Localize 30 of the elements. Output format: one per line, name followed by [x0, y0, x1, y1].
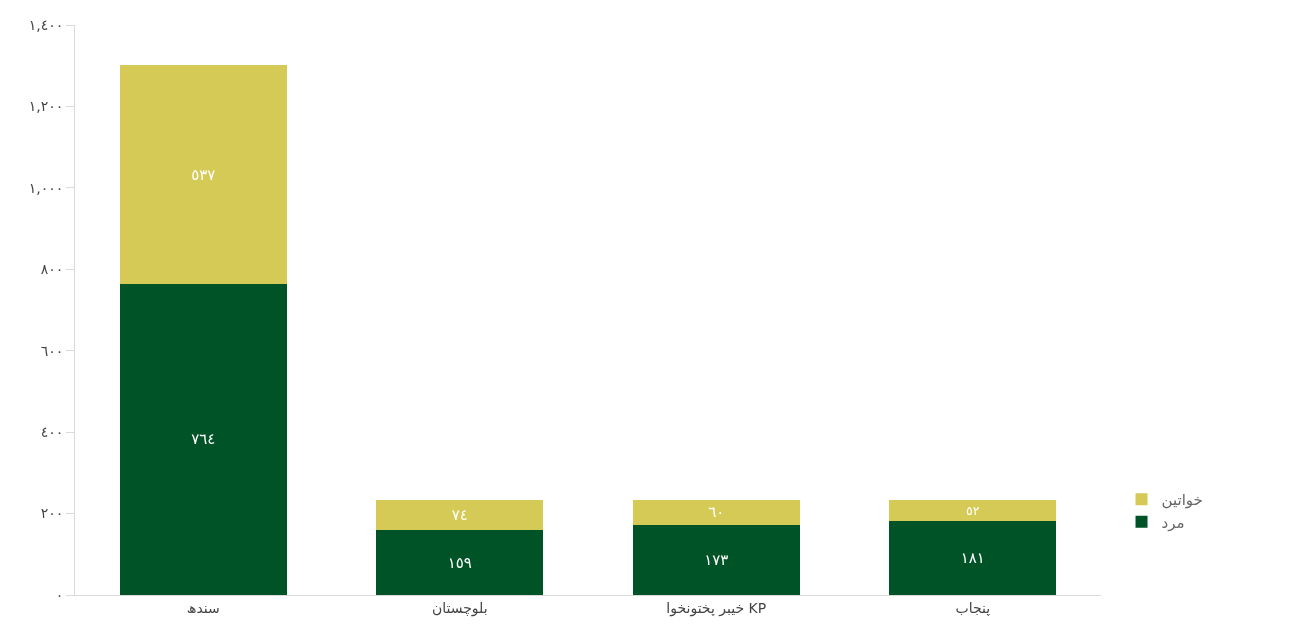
data-label: ١٨١	[960, 549, 985, 568]
legend-label: خواتین	[1161, 491, 1203, 510]
y-tick-label: ٨٠٠	[40, 261, 64, 278]
bar	[889, 500, 1057, 522]
data-label: ١٥٩	[447, 553, 472, 572]
bar	[632, 500, 800, 525]
x-tick-label: پنجاب	[955, 599, 991, 617]
x-tick-label: بلوچستان	[431, 599, 488, 617]
data-label: ٦٠	[708, 503, 725, 522]
y-tick-label: ١,٠٠٠	[28, 179, 64, 196]
data-label: ٥٢	[965, 502, 980, 518]
bar	[632, 524, 800, 595]
bar	[889, 521, 1057, 595]
x-tick-label: سندھ	[186, 599, 220, 616]
bar	[376, 530, 544, 595]
bar	[119, 283, 287, 595]
y-tick-label: ٢٠٠	[40, 505, 64, 522]
bar	[119, 65, 287, 284]
data-label: ٧٤	[451, 506, 468, 525]
data-label: ٧٦٤	[191, 430, 216, 449]
legend-label: مرد	[1161, 513, 1185, 532]
data-label: ٥٣٧	[191, 165, 216, 184]
y-tick-label: ٠	[55, 586, 64, 603]
y-tick-label: ١,٤٠٠	[28, 16, 64, 33]
y-tick-label: ٦٠٠	[40, 342, 64, 359]
y-tick-label: ١,٢٠٠	[28, 98, 64, 115]
data-label: ١٧٣	[704, 550, 729, 569]
x-tick-label: خیبر پختونخوا KP	[666, 599, 767, 617]
y-tick-label: ٤٠٠	[40, 424, 64, 441]
bar	[376, 500, 544, 531]
